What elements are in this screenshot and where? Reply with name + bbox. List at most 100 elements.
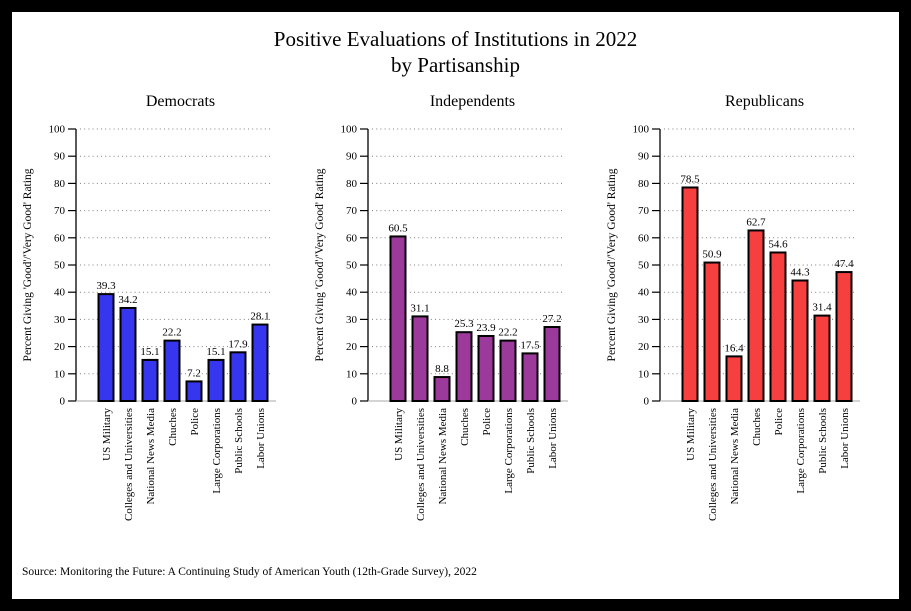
bar-value-label: 34.2: [118, 293, 137, 305]
bar-value-label: 62.7: [746, 216, 766, 228]
y-tick-label: 30: [638, 313, 650, 325]
bar-chart-democrats: Percent Giving 'Good'/'Very Good' Rating…: [22, 123, 276, 521]
bar-value-label: 17.9: [228, 338, 248, 350]
x-category-label: US Military: [101, 407, 113, 460]
source-note: Source: Monitoring the Future: A Continu…: [22, 565, 477, 578]
bar-value-label: 31.4: [812, 301, 832, 313]
y-tick-label: 30: [54, 313, 66, 325]
x-category-label: US Military: [393, 407, 405, 460]
bar-value-label: 39.3: [96, 280, 116, 292]
bar-value-label: 23.9: [476, 321, 496, 333]
y-tick-label: 20: [346, 341, 358, 353]
y-tick-label: 20: [54, 341, 66, 353]
y-tick-label: 50: [346, 259, 358, 271]
y-tick-label: 70: [638, 205, 650, 217]
bar: [229, 350, 246, 402]
bar-value-label: 27.2: [542, 313, 561, 325]
bar: [389, 234, 406, 402]
y-tick-label: 40: [638, 286, 650, 298]
bar: [141, 358, 158, 402]
y-tick-label: 60: [54, 232, 66, 244]
y-tick-label: 90: [346, 150, 358, 162]
y-tick-label: 90: [638, 150, 650, 162]
bar-value-label: 31.1: [410, 302, 429, 314]
bar-value-label: 47.4: [834, 258, 854, 270]
bar: [725, 354, 742, 402]
y-tick-label: 10: [638, 368, 650, 380]
y-axis-label: Percent Giving 'Good'/'Very Good' Rating: [22, 168, 34, 361]
bar-value-label: 54.6: [768, 238, 788, 250]
bar-value-label: 50.9: [702, 248, 722, 260]
bar-chart-independents: Percent Giving 'Good'/'Very Good' Rating…: [314, 123, 568, 521]
y-tick-label: 80: [346, 177, 358, 189]
y-axis-label: Percent Giving 'Good'/'Very Good' Rating: [606, 168, 618, 361]
bar-value-label: 15.1: [140, 345, 159, 357]
x-category-label: Chuches: [167, 408, 179, 446]
x-category-label: Colleges and Universities: [415, 408, 427, 521]
bar-value-label: 17.5: [520, 339, 540, 351]
chart-title-independents: Independents: [429, 92, 516, 110]
bar: [119, 306, 136, 402]
x-category-label: US Military: [685, 407, 697, 460]
x-category-label: National News Media: [437, 407, 449, 504]
bar: [455, 330, 472, 402]
bar: [411, 314, 428, 402]
y-tick-label: 10: [346, 368, 358, 380]
x-category-label: Police: [189, 407, 201, 435]
y-tick-label: 0: [59, 395, 65, 407]
bar-value-label: 44.3: [790, 266, 810, 278]
y-tick-label: 0: [351, 395, 357, 407]
x-category-label: Large Corporations: [211, 408, 223, 494]
chart-title-democrats: Democrats: [145, 92, 216, 110]
bar-value-label: 60.5: [388, 222, 408, 234]
charts-row: Democrats Percent Giving 'Good'/'Very Go…: [12, 93, 899, 560]
bar: [543, 325, 560, 402]
y-tick-label: 70: [54, 205, 66, 217]
chart-panel-independents: Independents Percent Giving 'Good'/'Very…: [310, 93, 602, 560]
bar: [835, 270, 852, 402]
bar: [769, 250, 786, 402]
x-category-label: Public Schools: [233, 408, 245, 474]
bar-value-label: 22.2: [162, 326, 181, 338]
y-tick-label: 80: [54, 177, 66, 189]
bar-value-label: 16.4: [724, 342, 744, 354]
bar: [703, 261, 720, 402]
y-tick-label: 10: [54, 368, 66, 380]
bar-value-label: 25.3: [454, 318, 474, 330]
bar: [813, 314, 830, 402]
bar: [681, 185, 698, 402]
x-category-label: National News Media: [729, 407, 741, 504]
x-category-label: National News Media: [145, 407, 157, 504]
bar-value-label: 78.5: [680, 173, 700, 185]
y-tick-label: 60: [346, 232, 358, 244]
x-category-label: Chuches: [751, 408, 763, 446]
y-axis-label: Percent Giving 'Good'/'Very Good' Rating: [314, 168, 326, 361]
x-category-label: Labor Unions: [547, 408, 559, 469]
y-tick-label: 0: [643, 395, 649, 407]
figure-title: Positive Evaluations of Institutions in …: [12, 26, 899, 79]
bar: [499, 339, 516, 402]
x-category-label: Large Corporations: [503, 408, 515, 494]
bar-value-label: 7.2: [187, 367, 201, 379]
bar: [477, 334, 494, 402]
figure-title-line2: by Partisanship: [391, 53, 520, 78]
bar: [791, 279, 808, 402]
bar-chart-republicans: Percent Giving 'Good'/'Very Good' Rating…: [606, 123, 860, 521]
bar: [163, 339, 180, 402]
y-tick-label: 100: [632, 123, 649, 135]
y-tick-label: 70: [346, 205, 358, 217]
bar: [97, 292, 114, 402]
bar-value-label: 22.2: [498, 326, 517, 338]
x-category-label: Public Schools: [817, 408, 829, 474]
bar: [433, 375, 450, 402]
y-tick-label: 50: [54, 259, 66, 271]
y-tick-label: 100: [340, 123, 357, 135]
figure-title-line1: Positive Evaluations of Institutions in …: [273, 27, 638, 51]
x-category-label: Large Corporations: [795, 408, 807, 494]
x-category-label: Chuches: [459, 408, 471, 446]
x-category-label: Colleges and Universities: [707, 408, 719, 521]
x-category-label: Police: [773, 407, 785, 435]
x-category-label: Labor Unions: [839, 408, 851, 469]
bar: [747, 228, 764, 402]
